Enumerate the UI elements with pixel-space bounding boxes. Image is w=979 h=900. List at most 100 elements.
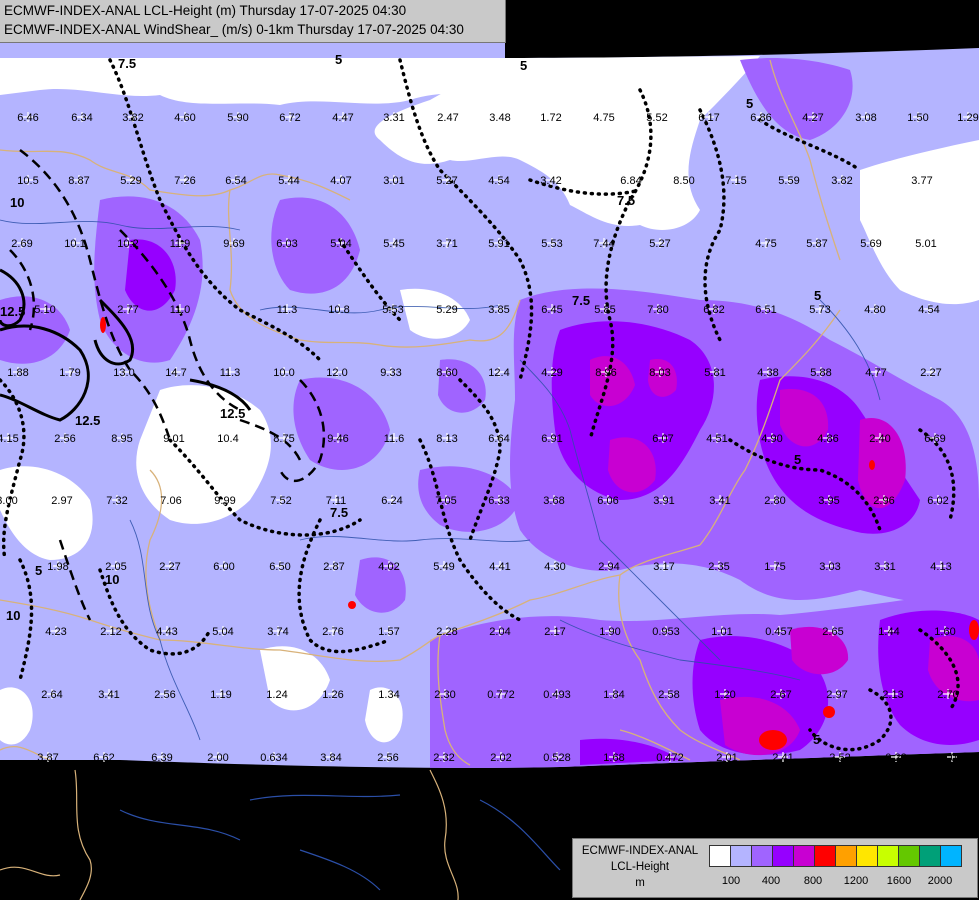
station-value: 2.97 [51,495,72,507]
station-value: 3.31 [383,112,404,124]
station-value: 5.04 [330,238,351,250]
station-marker [384,561,394,571]
station-marker [169,433,179,443]
legend-tick: 2000 [927,875,953,887]
station-value: 1.72 [540,112,561,124]
station-marker [336,238,346,248]
station-marker [495,112,505,122]
contour-label: 5 [746,96,753,111]
station-value: 4.54 [918,304,939,316]
station-marker [546,112,556,122]
station-value: 5.10 [34,304,55,316]
station-marker [442,238,452,248]
station-value: 5.52 [646,112,667,124]
station-value: 2.80 [764,495,785,507]
station-marker [880,561,890,571]
station-value: 2.70 [937,689,958,701]
station-value: 2.56 [54,433,75,445]
station-marker [333,433,343,443]
station-marker [383,752,393,762]
station-marker [180,112,190,122]
station-marker [23,175,33,185]
station-marker [933,495,943,505]
station-value: 12.0 [326,367,347,379]
station-marker [160,689,170,699]
station-marker [112,495,122,505]
station-value: 2.28 [436,626,457,638]
contour-label: 7.5 [330,505,348,520]
station-value: 8.13 [436,433,457,445]
station-marker [778,752,788,762]
station-value: 7.44 [593,238,614,250]
station-value: 8.50 [673,175,694,187]
station-value: 1.20 [714,689,735,701]
station-value: 3.95 [818,495,839,507]
station-marker [717,626,727,636]
legend-swatch [815,846,836,866]
station-marker [658,433,668,443]
station-value: 7.05 [435,495,456,507]
contour-label: 10 [6,608,20,623]
station-value: 3.82 [122,112,143,124]
station-marker [930,433,940,443]
contour-label: 5 [335,52,342,67]
legend-unit: m [635,877,645,889]
station-value: 1.01 [711,626,732,638]
station-marker [279,433,289,443]
station-marker [756,112,766,122]
station-marker [233,112,243,122]
station-value: 4.02 [941,752,962,764]
station-marker [870,304,880,314]
station-marker [712,433,722,443]
station-value: 6.24 [381,495,402,507]
station-marker [442,304,452,314]
station-marker [547,433,557,443]
station-value: 2.65 [822,626,843,638]
station-marker [875,433,885,443]
station-marker [715,495,725,505]
station-value: 0.634 [260,752,288,764]
station-marker [963,112,973,122]
station-value: 3.00 [0,495,18,507]
station-marker [3,433,13,443]
station-marker [329,561,339,571]
station-value: 3.71 [436,238,457,250]
title-line-1: ECMWF-INDEX-ANAL LCL-Height (m) Thursday… [4,3,407,18]
contour-label: 7.5 [118,56,136,71]
station-marker [825,561,835,571]
station-marker [552,689,562,699]
station-marker [861,112,871,122]
station-value: 2.96 [873,495,894,507]
station-marker [441,495,451,505]
legend-swatch [710,846,731,866]
legend-swatch [731,846,752,866]
station-marker [225,367,235,377]
station-value: 4.60 [174,112,195,124]
legend-tick: 800 [803,875,823,887]
station-value: 10.5 [17,175,38,187]
legend-tick: 1600 [886,875,912,887]
station-value: 1.29 [957,112,978,124]
station-marker [600,304,610,314]
station-value: 2.12 [100,626,121,638]
station-marker [336,175,346,185]
station-value: 1.79 [59,367,80,379]
station-value: 5.73 [809,304,830,316]
legend-swatch [941,846,961,866]
station-value: 7.52 [270,495,291,507]
station-marker [709,304,719,314]
station-value: 3.42 [540,175,561,187]
station-value: 6.82 [703,304,724,316]
station-marker [180,175,190,185]
legend-swatch [794,846,815,866]
contour-label: 10 [105,572,119,587]
station-value: 2.17 [544,626,565,638]
station-value: 6.50 [269,561,290,573]
station-marker [653,304,663,314]
station-marker [389,433,399,443]
station-marker [546,175,556,185]
station-marker [884,626,894,636]
station-marker [275,561,285,571]
station-marker [714,561,724,571]
